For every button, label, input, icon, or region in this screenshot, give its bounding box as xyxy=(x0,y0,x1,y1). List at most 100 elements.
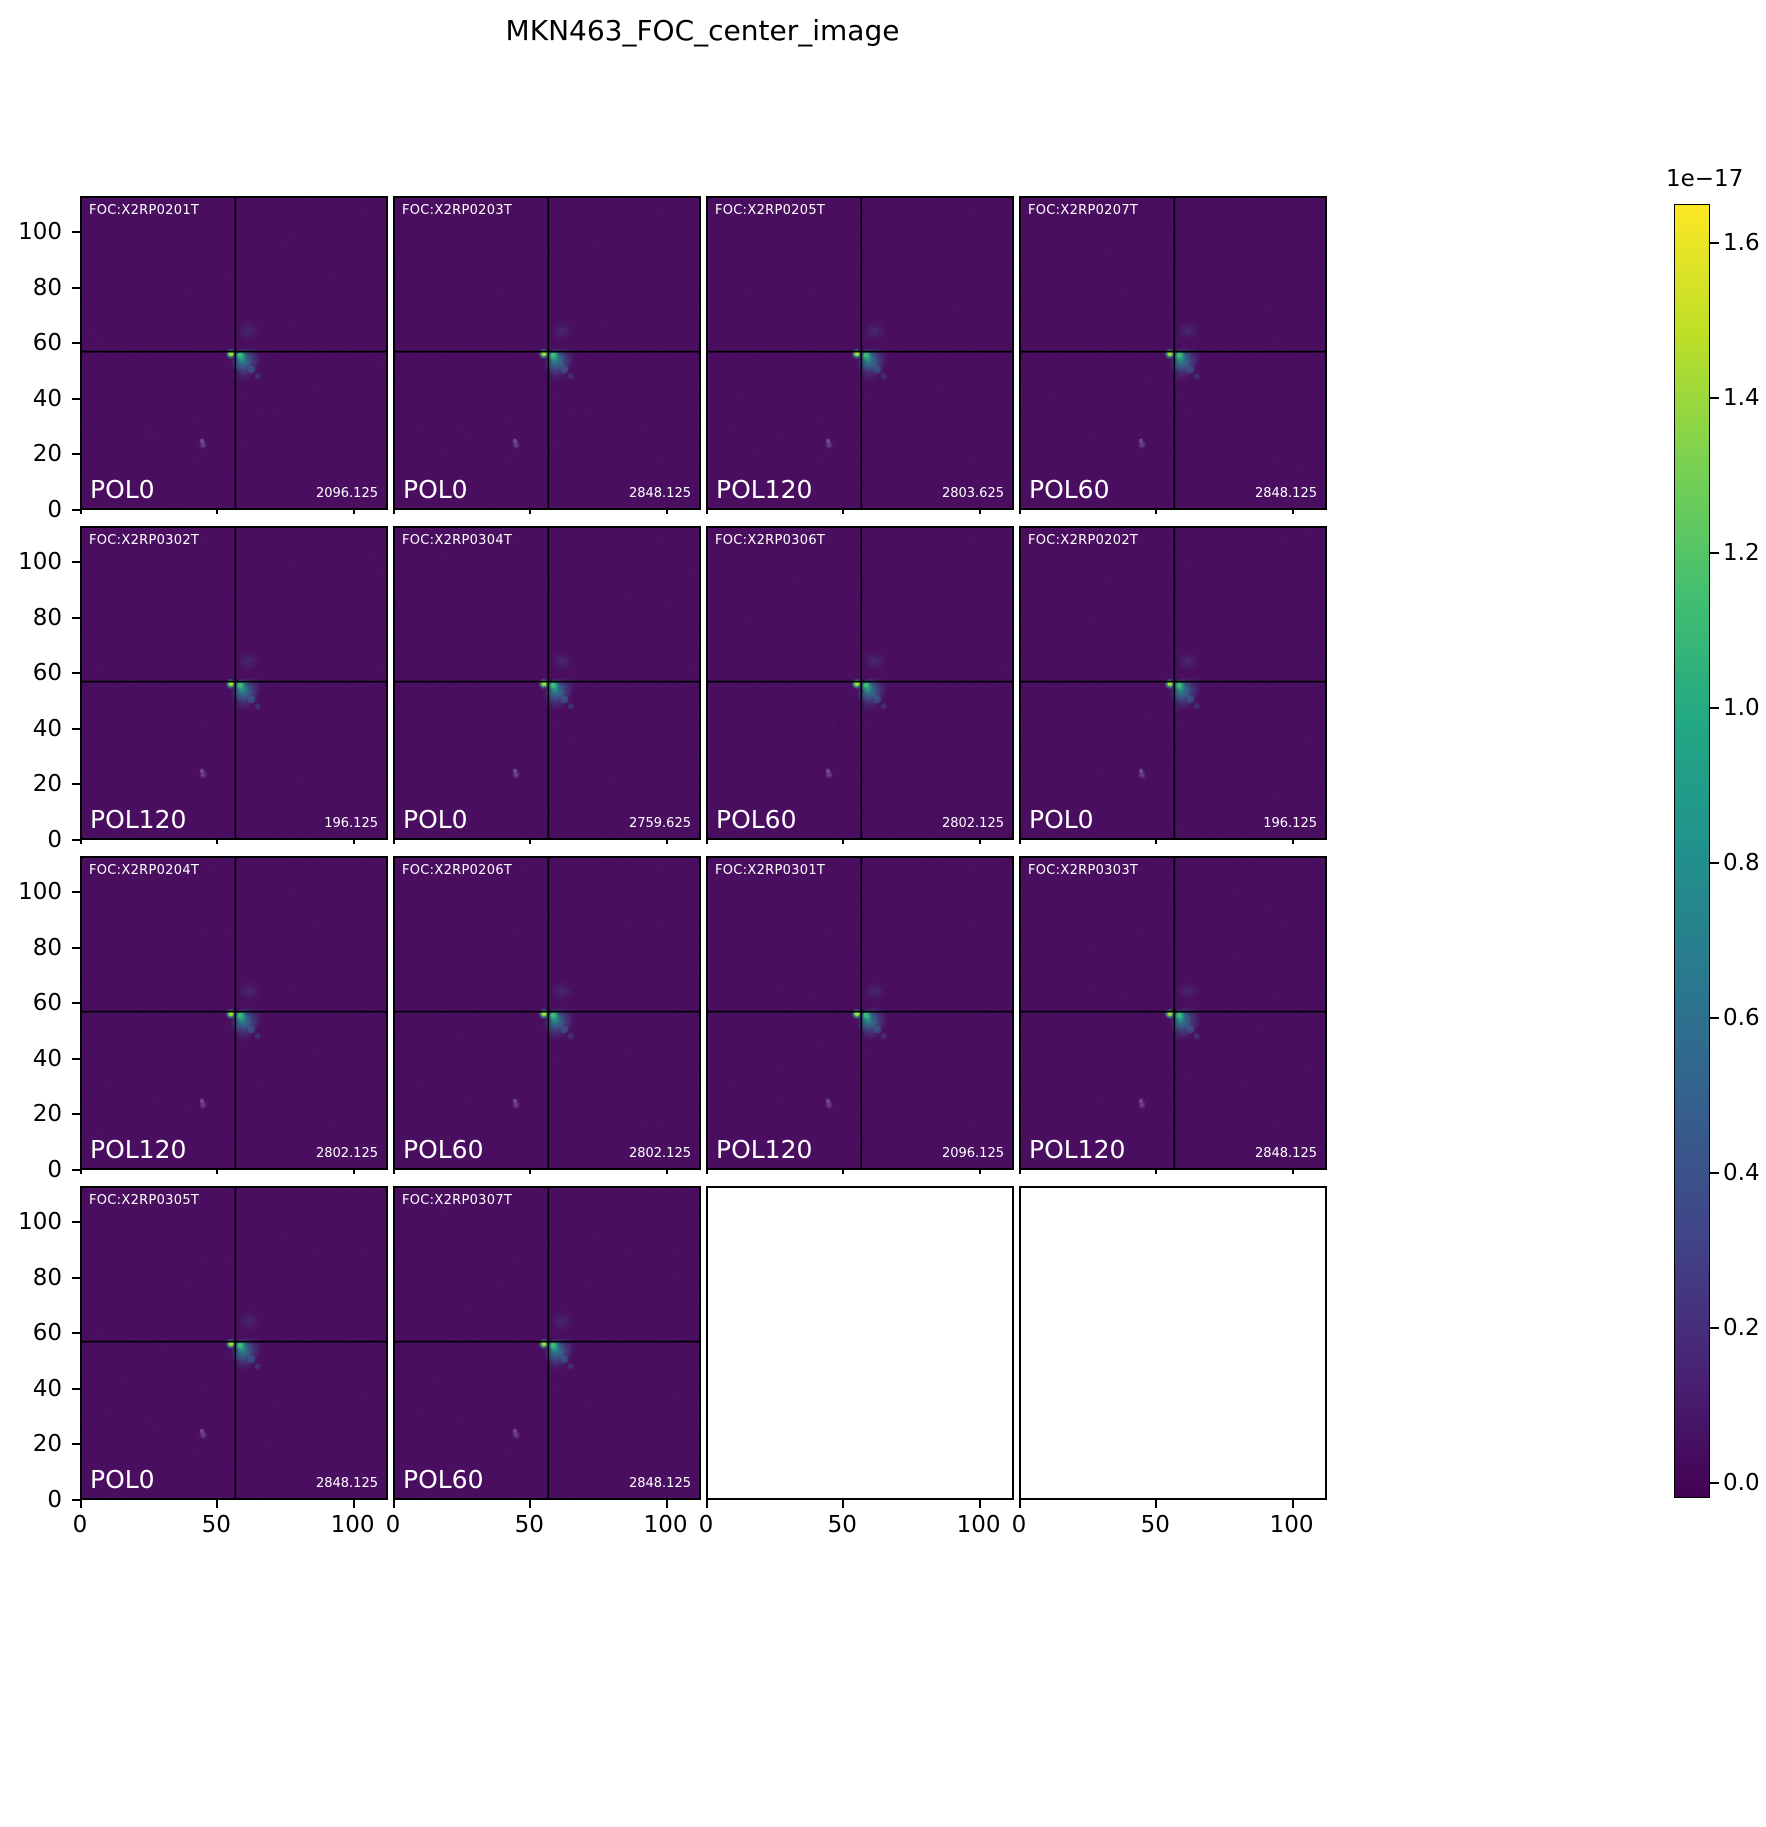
foc-image xyxy=(395,858,699,1168)
colorbar-tick-label: 0.0 xyxy=(1723,1469,1760,1496)
x-tick-mark xyxy=(842,840,845,844)
foc-id-label: FOC:X2RP0204T xyxy=(89,863,200,878)
foc-id-label: FOC:X2RP0305T xyxy=(89,1193,200,1208)
y-tick-mark xyxy=(72,891,80,894)
pol-angle-label: POL120 xyxy=(1029,1135,1126,1164)
y-tick-mark xyxy=(72,1387,80,1390)
colorbar-tick-mark xyxy=(1710,1481,1719,1484)
colorbar-tick-label: 0.8 xyxy=(1723,849,1760,876)
pol-angle-label: POL120 xyxy=(716,1135,813,1164)
y-tick-label: 100 xyxy=(18,549,62,576)
pol-angle-label: POL120 xyxy=(90,1135,187,1164)
foc-image xyxy=(708,528,1012,838)
x-tick-mark xyxy=(706,1170,708,1174)
x-tick-mark xyxy=(352,1170,355,1174)
foc-id-label: FOC:X2RP0301T xyxy=(715,863,826,878)
colorbar-tick-mark xyxy=(1710,396,1719,399)
pol-angle-label: POL120 xyxy=(716,475,813,504)
x-tick-label: 50 xyxy=(514,1512,544,1538)
y-tick-mark xyxy=(72,839,80,841)
y-tick-label: 80 xyxy=(32,274,62,301)
x-tick-label: 0 xyxy=(698,1512,714,1538)
x-tick-mark xyxy=(529,1500,532,1508)
x-tick-mark xyxy=(80,510,82,514)
y-tick-mark xyxy=(72,509,80,511)
pol-angle-label: POL60 xyxy=(1029,475,1110,504)
y-tick-label: 20 xyxy=(32,771,62,798)
x-tick-mark xyxy=(1291,840,1294,844)
x-tick-mark xyxy=(529,510,532,514)
foc-id-label: FOC:X2RP0306T xyxy=(715,533,826,548)
y-tick-label: 100 xyxy=(18,1209,62,1236)
exposure-value-label: 2096.125 xyxy=(315,486,378,501)
x-tick-mark xyxy=(706,1500,708,1508)
image-panel: FOC:X2RP0306T POL60 2802.125 xyxy=(706,526,1014,840)
x-tick-mark xyxy=(706,510,708,514)
y-tick-mark xyxy=(72,342,80,345)
colorbar-tick-mark xyxy=(1710,706,1719,709)
x-tick-mark xyxy=(216,1500,219,1508)
y-tick-label: 20 xyxy=(32,441,62,468)
x-tick-mark xyxy=(665,510,668,514)
y-tick-label: 0 xyxy=(47,827,62,853)
y-tick-mark xyxy=(72,1113,80,1116)
y-tick-label: 80 xyxy=(32,1264,62,1291)
x-tick-mark xyxy=(842,510,845,514)
y-tick-label: 20 xyxy=(32,1101,62,1128)
x-tick-label: 0 xyxy=(72,1512,88,1538)
x-tick-mark xyxy=(665,840,668,844)
foc-image xyxy=(395,528,699,838)
y-tick-label: 0 xyxy=(47,1157,62,1183)
x-tick-mark xyxy=(529,840,532,844)
exposure-value-label: 2848.125 xyxy=(315,1476,378,1491)
foc-id-label: FOC:X2RP0307T xyxy=(402,1193,513,1208)
empty-panel xyxy=(706,1186,1014,1500)
y-tick-label: 20 xyxy=(32,1431,62,1458)
y-tick-label: 100 xyxy=(18,219,62,246)
colorbar-tick-mark xyxy=(1710,241,1719,244)
x-tick-mark xyxy=(393,510,395,514)
exposure-value-label: 2759.625 xyxy=(628,816,691,831)
exposure-value-label: 2802.125 xyxy=(628,1146,691,1161)
y-tick-mark xyxy=(72,1002,80,1005)
y-tick-mark xyxy=(72,1499,80,1501)
colorbar-tick-label: 1.6 xyxy=(1723,229,1760,256)
exposure-value-label: 2848.125 xyxy=(1254,486,1317,501)
y-tick-mark xyxy=(72,1276,80,1279)
image-panel: FOC:X2RP0206T POL60 2802.125 xyxy=(393,856,701,1170)
foc-image xyxy=(82,858,386,1168)
image-panel: FOC:X2RP0302T POL120 196.125 xyxy=(80,526,388,840)
colorbar-tick-mark xyxy=(1710,1016,1719,1019)
pol-angle-label: POL60 xyxy=(403,1465,484,1494)
image-panel: FOC:X2RP0204T POL120 2802.125 xyxy=(80,856,388,1170)
y-tick-label: 60 xyxy=(32,990,62,1017)
x-tick-mark xyxy=(1019,1500,1021,1508)
exposure-value-label: 2803.625 xyxy=(941,486,1004,501)
y-tick-mark xyxy=(72,1332,80,1335)
image-panel: FOC:X2RP0201T POL0 2096.125 xyxy=(80,196,388,510)
x-tick-mark xyxy=(393,840,395,844)
y-tick-label: 40 xyxy=(32,715,62,742)
foc-image xyxy=(708,198,1012,508)
pol-angle-label: POL120 xyxy=(90,805,187,834)
y-tick-label: 80 xyxy=(32,934,62,961)
colorbar-tick-mark xyxy=(1710,551,1719,554)
y-tick-label: 40 xyxy=(32,1045,62,1072)
exposure-value-label: 2802.125 xyxy=(941,816,1004,831)
foc-id-label: FOC:X2RP0201T xyxy=(89,203,200,218)
x-tick-mark xyxy=(1291,510,1294,514)
y-tick-mark xyxy=(72,946,80,949)
x-tick-mark xyxy=(1155,1170,1158,1174)
x-tick-mark xyxy=(1291,1500,1294,1508)
y-tick-label: 60 xyxy=(32,1320,62,1347)
foc-id-label: FOC:X2RP0304T xyxy=(402,533,513,548)
image-panel: FOC:X2RP0303T POL120 2848.125 xyxy=(1019,856,1327,1170)
y-tick-label: 60 xyxy=(32,660,62,687)
colorbar-tick-label: 1.2 xyxy=(1723,539,1760,566)
y-tick-mark xyxy=(72,1221,80,1224)
x-tick-mark xyxy=(665,1170,668,1174)
x-tick-mark xyxy=(216,1170,219,1174)
colorbar-tick-mark xyxy=(1710,1171,1719,1174)
exposure-value-label: 2848.125 xyxy=(1254,1146,1317,1161)
exposure-value-label: 196.125 xyxy=(324,816,378,831)
